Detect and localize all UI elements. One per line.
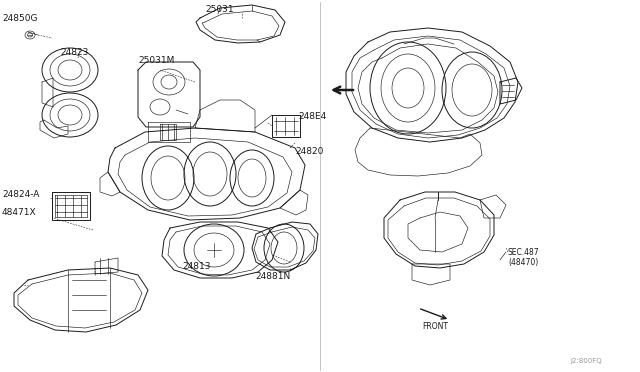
Text: 25031M: 25031M [138,56,174,65]
Text: 248E4: 248E4 [298,112,326,121]
Text: J2:800FQ: J2:800FQ [570,358,602,364]
Text: 24823: 24823 [60,48,88,57]
Text: 24813: 24813 [182,262,211,271]
Text: 48471X: 48471X [2,208,36,217]
Text: 24850G: 24850G [2,14,38,23]
Text: SEC.487
(48470): SEC.487 (48470) [508,248,540,267]
Text: 25031: 25031 [205,5,234,14]
Text: 24881N: 24881N [255,272,291,281]
Text: FRONT: FRONT [422,322,448,331]
Text: 24824-A: 24824-A [2,190,40,199]
Text: 24820: 24820 [295,147,323,156]
